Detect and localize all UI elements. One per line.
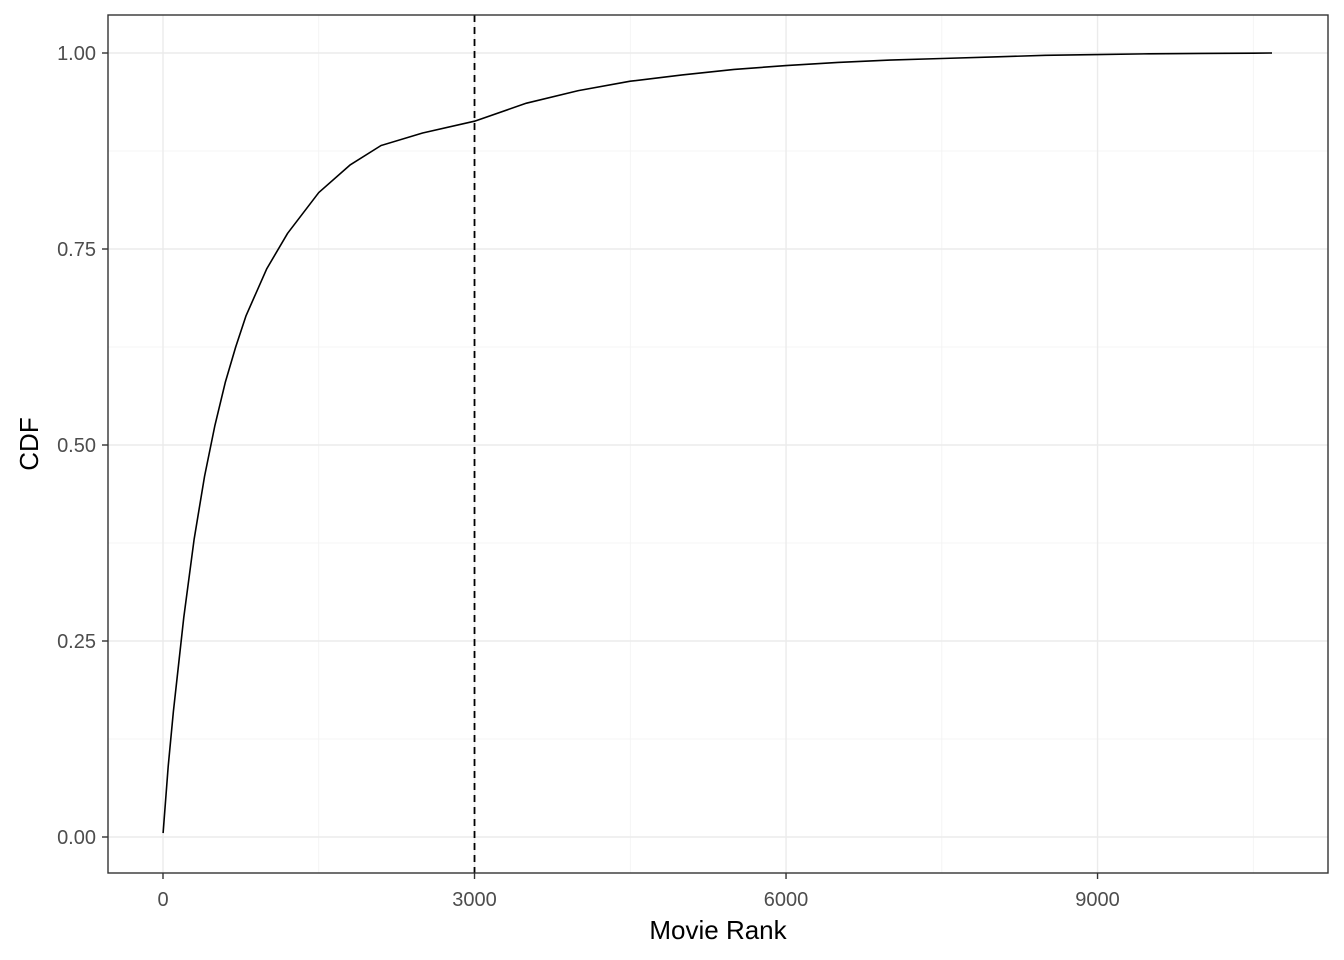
y-tick-label: 1.00 [57,43,96,65]
x-tick-label: 6000 [764,889,809,911]
x-tick-label: 9000 [1075,889,1120,911]
x-tick-label: 0 [157,889,168,911]
cdf-series-line [162,52,1273,834]
x-axis: 0 3000 6000 9000 [157,873,1120,911]
y-tick-label: 0.25 [57,631,96,653]
panel-border [107,14,1329,874]
major-grid [108,15,1328,873]
minor-grid [108,15,1328,873]
y-tick-label: 0.50 [57,435,96,457]
series-layer [162,52,1273,834]
y-axis-title: CDF [14,417,44,470]
y-tick-label: 0.00 [57,827,96,849]
y-tick-label: 0.75 [57,239,96,261]
y-axis: 0.00 0.25 0.50 0.75 1.00 [57,43,108,849]
x-tick-label: 3000 [452,889,497,911]
x-axis-title: Movie Rank [649,915,787,945]
